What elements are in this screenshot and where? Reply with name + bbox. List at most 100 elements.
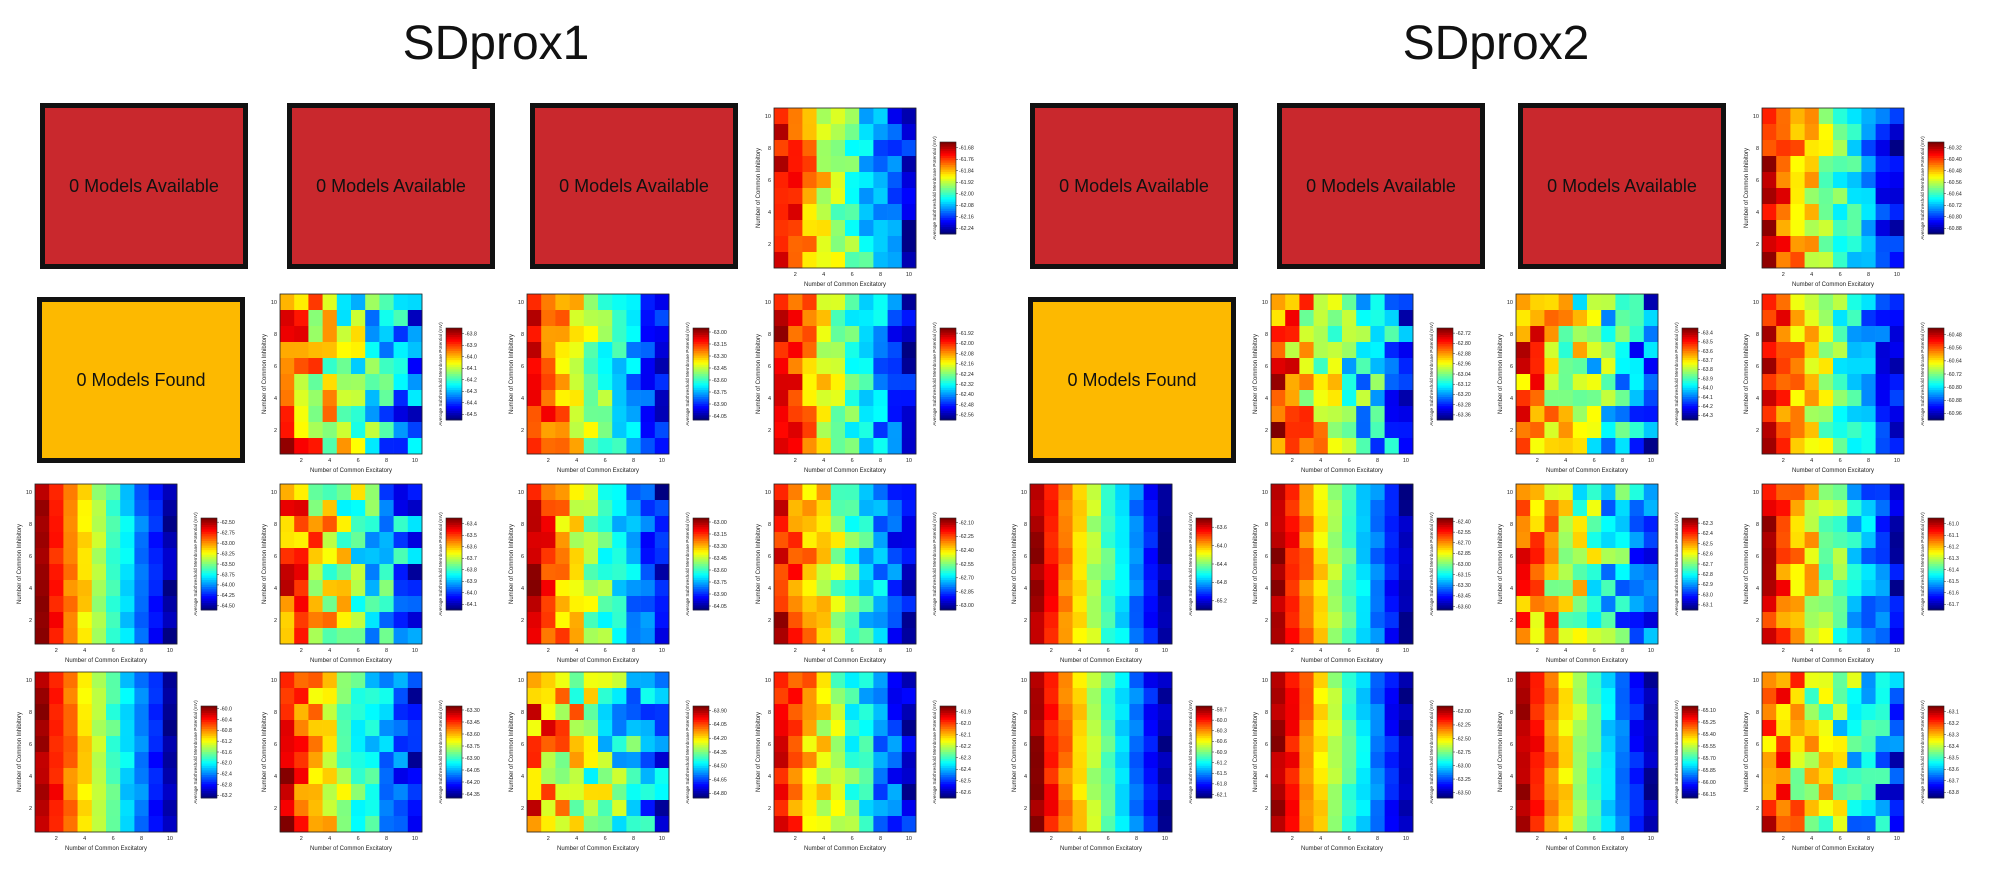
heatmap-frame xyxy=(1270,293,1414,455)
heatmap-cell xyxy=(77,484,93,501)
heatmap-cell xyxy=(626,816,641,833)
heatmap-cell xyxy=(322,342,338,359)
colorbar-segment xyxy=(693,775,709,778)
colorbar-segment xyxy=(1437,740,1453,744)
colorbar-segment xyxy=(693,545,709,549)
colorbar-segment xyxy=(1682,367,1698,370)
heatmap-cell xyxy=(774,108,789,125)
colorbar-tick-label: -63.1 xyxy=(1947,710,1959,716)
colorbar-segment xyxy=(1437,401,1453,405)
heatmap-cell xyxy=(1530,672,1545,689)
heatmap-cell xyxy=(1313,752,1329,769)
colorbar-segment xyxy=(693,763,709,767)
heatmap-cell xyxy=(1762,108,1777,125)
heatmap-cell xyxy=(527,342,542,359)
heatmap-cell xyxy=(859,720,874,737)
colorbar-segment xyxy=(446,781,462,785)
heatmap-cell xyxy=(830,516,846,533)
colorbar-segment xyxy=(446,367,462,370)
heatmap-cell xyxy=(1342,800,1357,817)
heatmap-cell xyxy=(1833,532,1848,549)
colorbar-segment xyxy=(940,160,956,164)
colorbar-segment xyxy=(446,401,462,405)
heatmap-cell xyxy=(654,310,670,327)
colorbar-segment xyxy=(1682,376,1698,379)
heatmap-cell xyxy=(1558,294,1574,311)
heatmap-cell xyxy=(162,516,178,533)
x-tick-label: 2 xyxy=(1536,836,1539,842)
heatmap-cell xyxy=(887,800,903,817)
heatmap-cell xyxy=(1833,294,1848,311)
colorbar-tick-label: -62.0 xyxy=(959,721,971,727)
heatmap-cell xyxy=(77,564,93,581)
x-tick-label: 10 xyxy=(167,836,173,842)
heatmap-cell xyxy=(640,532,656,549)
colorbar-segment xyxy=(693,749,709,753)
colorbar-segment xyxy=(1196,786,1212,790)
heatmap-cell xyxy=(901,564,917,581)
heatmap-cell xyxy=(1398,564,1414,581)
colorbar-segment xyxy=(1682,573,1698,576)
colorbar-segment xyxy=(1682,415,1698,419)
colorbar-segment xyxy=(201,742,217,746)
heatmap-cell xyxy=(393,596,409,613)
colorbar-segment xyxy=(446,337,462,340)
colorbar-segment xyxy=(446,708,462,711)
heatmap-cell xyxy=(1889,220,1905,237)
colorbar-segment xyxy=(693,722,709,725)
heatmap-cell xyxy=(802,580,817,597)
heatmap-cell xyxy=(365,406,380,423)
x-tick-label: 6 xyxy=(851,272,854,278)
heatmap-cell xyxy=(49,628,64,645)
colorbar-segment xyxy=(1682,724,1698,728)
heatmap-cell xyxy=(393,422,409,439)
heatmap-cell xyxy=(1342,704,1357,721)
colorbar-label: Average Subthreshold Membrane Potential … xyxy=(1429,322,1435,426)
colorbar-segment xyxy=(1928,752,1944,755)
colorbar-segment xyxy=(940,545,956,549)
heatmap-cell xyxy=(887,406,903,423)
heatmap-cell xyxy=(816,124,832,141)
colorbar-tick-label: -63.60 xyxy=(465,732,480,738)
heatmap-cell xyxy=(873,484,888,501)
heatmap-cell xyxy=(583,358,599,375)
colorbar-segment xyxy=(1437,334,1453,338)
heatmap-cell xyxy=(555,800,570,817)
heatmap-frame xyxy=(1761,107,1905,269)
heatmap-cell xyxy=(640,768,656,785)
colorbar-segment xyxy=(446,564,462,567)
heatmap-cell xyxy=(555,422,570,439)
colorbar-segment xyxy=(1928,346,1944,350)
heatmap-cell xyxy=(49,596,64,613)
heatmap-cell xyxy=(1058,800,1073,817)
heatmap-cell xyxy=(35,484,50,501)
heatmap-cell xyxy=(322,422,338,439)
colorbar-segment xyxy=(1196,580,1212,583)
colorbar-segment xyxy=(1928,367,1944,370)
colorbar-segment xyxy=(1437,575,1453,579)
x-axis-label: Number of Common Excitatory xyxy=(1792,658,1874,664)
colorbar-segment xyxy=(1196,600,1212,604)
y-tick-label: 2 xyxy=(1510,618,1513,624)
heatmap-cell xyxy=(1804,326,1820,343)
heatmap-cell xyxy=(1544,500,1559,517)
heatmap-cell xyxy=(49,564,64,581)
colorbar-segment xyxy=(1682,593,1698,597)
colorbar-label: Average Subthreshold Membrane Potential … xyxy=(932,322,938,426)
heatmap-cell xyxy=(901,188,917,205)
colorbar-segment xyxy=(1928,385,1944,389)
colorbar-label: Average Subthreshold Membrane Potential … xyxy=(1674,322,1680,426)
heatmap-cell xyxy=(336,532,352,549)
heatmap-cell xyxy=(365,422,380,439)
colorbar-tick-label: -63.6 xyxy=(1947,767,1959,773)
colorbar-frame xyxy=(445,327,463,421)
x-tick-label: 10 xyxy=(1894,458,1900,464)
heatmap-cell xyxy=(322,516,338,533)
colorbar-segment xyxy=(201,775,217,778)
colorbar-segment xyxy=(1928,735,1944,739)
heatmap-cell xyxy=(887,204,903,221)
heatmap-cell xyxy=(1313,310,1329,327)
heatmap-cell xyxy=(1762,704,1777,721)
colorbar-segment xyxy=(1928,162,1944,166)
heatmap-cell xyxy=(1313,516,1329,533)
